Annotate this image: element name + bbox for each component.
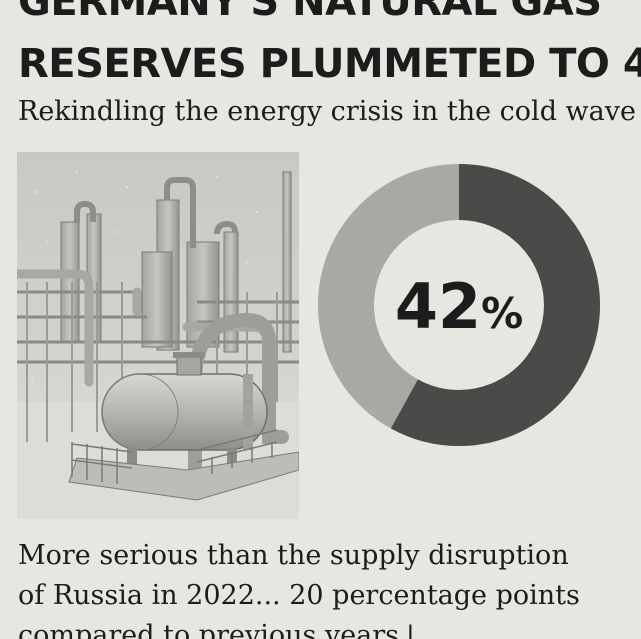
body-line-3: compared to previous years↓ [18, 620, 422, 639]
donut-value: 42 [395, 270, 481, 343]
body-line-1: More serious than the supply disruption [18, 540, 569, 571]
headline-line-2: RESERVES PLUMMETED TO 42% [18, 44, 641, 84]
donut-center-label: 42% [395, 270, 523, 343]
donut-chart: 42% [318, 164, 600, 446]
donut-filled-segment [318, 164, 600, 446]
subtitle: Rekindling the energy crisis in the cold… [18, 96, 636, 127]
body-text: More serious than the supply disruption … [18, 536, 628, 639]
donut-percent-sign: % [481, 289, 523, 338]
body-line-2: of Russia in 2022... 20 percentage point… [18, 580, 580, 611]
headline-line-2-text: RESERVES PLUMMETED TO 42 [18, 41, 641, 87]
headline-line-1: GERMANY'S NATURAL GAS [18, 0, 602, 25]
gas-plant-illustration-icon [17, 152, 299, 519]
